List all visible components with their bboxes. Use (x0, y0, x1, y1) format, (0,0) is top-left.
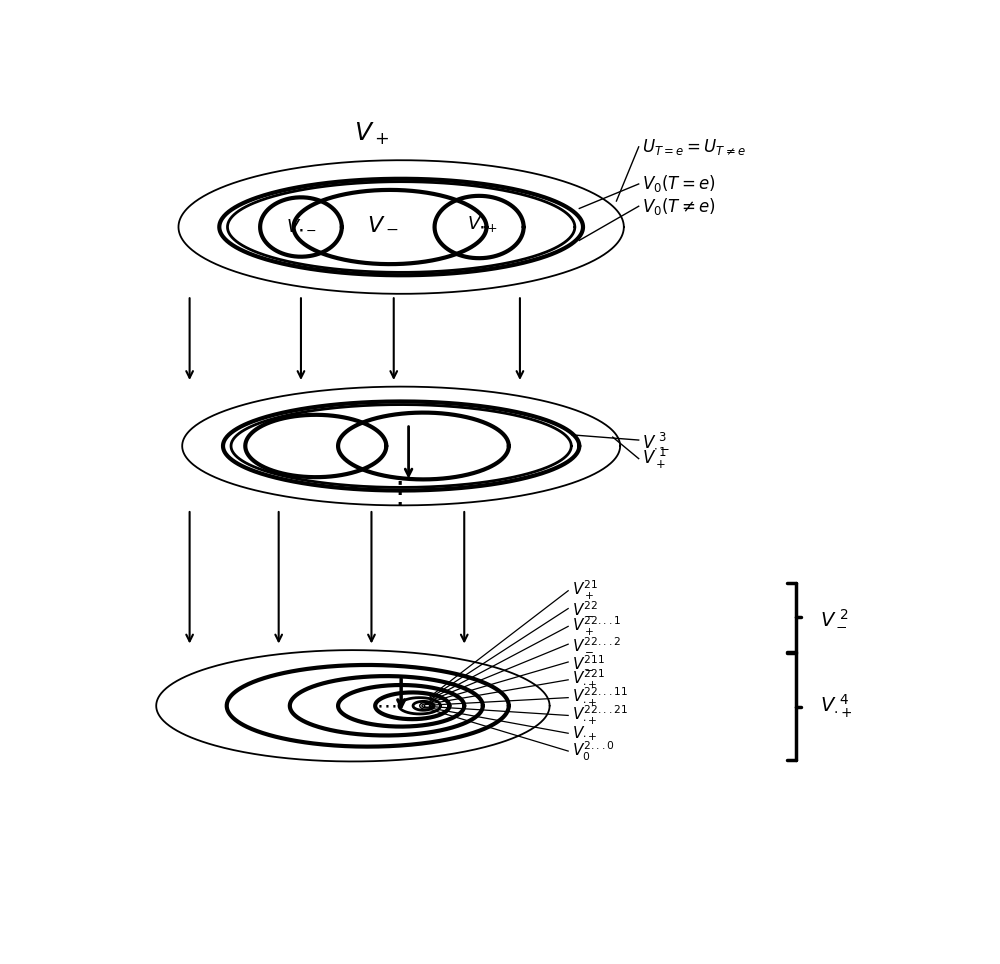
Text: $V_0(T=e)$: $V_0(T=e)$ (642, 174, 716, 195)
Text: $V_-^{\ 2}$: $V_-^{\ 2}$ (820, 607, 848, 628)
Text: $V_0^{2...0}$: $V_0^{2...0}$ (572, 739, 615, 763)
Text: $\vdots$: $\vdots$ (384, 480, 403, 509)
Text: $V_{\cdot+}^{22...21}$: $V_{\cdot+}^{22...21}$ (572, 704, 628, 727)
Text: $V_{\cdot +}^{\ 4}$: $V_{\cdot +}^{\ 4}$ (820, 693, 852, 720)
Text: $V_+$: $V_+$ (354, 120, 389, 147)
Text: $V_{\boldsymbol{\cdot}-}$: $V_{\boldsymbol{\cdot}-}$ (286, 215, 316, 233)
Text: $V_{\cdot+}^{221}$: $V_{\cdot+}^{221}$ (572, 668, 605, 691)
Text: $V_{\cdot -}^{\ 3}$: $V_{\cdot -}^{\ 3}$ (642, 431, 670, 449)
Text: $V_{\boldsymbol{\cdot}+}$: $V_{\boldsymbol{\cdot}+}$ (467, 214, 498, 234)
Text: $V_-^{22...2}$: $V_-^{22...2}$ (572, 635, 621, 653)
Text: $V_+^{\ 1}$: $V_+^{\ 1}$ (642, 446, 667, 471)
Text: $V_-^{211}$: $V_-^{211}$ (572, 654, 605, 671)
Text: $V_-$: $V_-$ (367, 213, 398, 232)
Text: $V_+^{21}$: $V_+^{21}$ (572, 579, 598, 602)
Text: $\cdots$: $\cdots$ (376, 696, 397, 716)
Text: $V_{\cdot+}^{22...11}$: $V_{\cdot+}^{22...11}$ (572, 686, 628, 710)
Text: $V_0(T\neq e)$: $V_0(T\neq e)$ (642, 196, 716, 217)
Text: $U_{T=e}=U_{T\neq e}$: $U_{T=e}=U_{T\neq e}$ (642, 137, 746, 157)
Text: $V_{\cdot+}$: $V_{\cdot+}$ (572, 724, 598, 742)
Text: $V_-^{22}$: $V_-^{22}$ (572, 600, 598, 617)
Text: $V_+^{22...1}$: $V_+^{22...1}$ (572, 615, 621, 638)
